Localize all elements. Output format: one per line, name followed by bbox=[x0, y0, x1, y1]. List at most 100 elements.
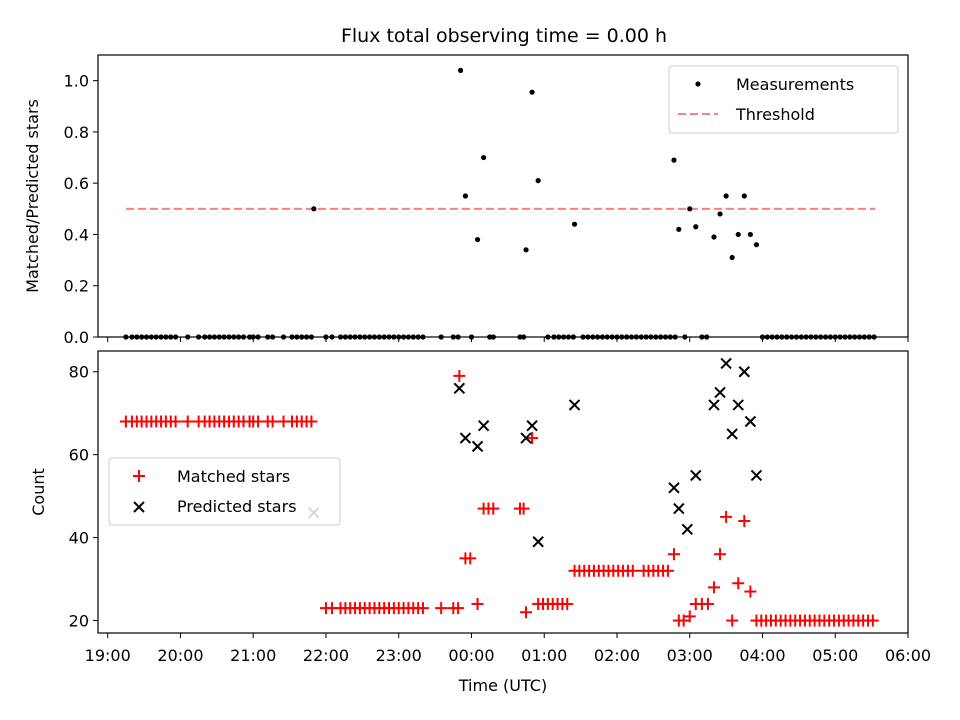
matched-star-point bbox=[452, 602, 465, 615]
top-y-tick-label: 1.0 bbox=[64, 72, 89, 91]
measurement-point bbox=[741, 193, 747, 199]
matched-star-point bbox=[626, 564, 639, 577]
chart-title: Flux total observing time = 0.00 h bbox=[341, 25, 667, 47]
predicted-star-point bbox=[750, 469, 763, 482]
predicted-star-point bbox=[477, 419, 490, 432]
top-x-ticks bbox=[107, 337, 909, 342]
legend-measurements-label: Measurements bbox=[736, 75, 854, 94]
measurement-point bbox=[462, 193, 469, 199]
measurement-point bbox=[693, 224, 699, 230]
legend-matched-label: Matched stars bbox=[177, 467, 290, 486]
bottom-y-tick-label: 20 bbox=[69, 612, 89, 631]
legend-matched-marker bbox=[133, 470, 145, 482]
matched-star-point bbox=[453, 369, 466, 382]
matched-star-point bbox=[720, 510, 733, 523]
predicted-star-point bbox=[738, 366, 751, 378]
matched-star-point bbox=[701, 597, 714, 610]
predicted-star-point bbox=[744, 415, 757, 428]
x-tick-label: 03:00 bbox=[667, 646, 713, 665]
bottom-legend-box bbox=[108, 457, 341, 526]
matched-star-point bbox=[707, 581, 720, 594]
x-axis-label: Time (UTC) bbox=[458, 676, 547, 695]
matched-star-point bbox=[677, 614, 690, 627]
predicted-star-point bbox=[681, 523, 694, 536]
measurement-point bbox=[311, 206, 317, 212]
legend-threshold-label: Threshold bbox=[735, 105, 815, 124]
x-tick-label: 02:00 bbox=[594, 646, 640, 665]
predicted-star-point bbox=[668, 482, 680, 494]
measurement-point bbox=[480, 154, 487, 161]
predicted-star-point bbox=[732, 399, 744, 411]
bottom-y-tick-label: 80 bbox=[69, 363, 89, 382]
bottom-y-ticks: 20 40 60 80 bbox=[69, 363, 98, 631]
matched-star-point bbox=[714, 548, 727, 561]
predicted-star-point bbox=[714, 386, 726, 399]
measurement-point bbox=[711, 234, 717, 240]
bottom-y-tick-label: 40 bbox=[69, 529, 89, 548]
top-y-tick-label: 0.0 bbox=[64, 328, 89, 347]
top-panel: 0.0 0.2 0.4 0.6 0.8 1.0 Matched/Predicted sta… bbox=[23, 54, 909, 347]
measurement-point bbox=[687, 206, 693, 212]
bottom-axes-frame bbox=[97, 350, 909, 634]
x-tick-label: 05:00 bbox=[812, 646, 858, 665]
predicted-star-point bbox=[526, 419, 538, 432]
predicted-star-point bbox=[532, 536, 544, 548]
matched-star-point bbox=[305, 415, 318, 428]
bottom-x-ticks: 19:00 20:00 21:00 22:00 23:00 00:00 01:00 02:00… bbox=[85, 633, 931, 665]
x-tick-label: 01:00 bbox=[521, 646, 567, 665]
measurement-point bbox=[729, 254, 735, 261]
predicted-star-point bbox=[720, 357, 732, 370]
predicted-star-point bbox=[471, 440, 484, 453]
matched-star-point bbox=[520, 606, 533, 619]
legend-predicted-label: Predicted stars bbox=[177, 497, 297, 516]
predicted-star-point bbox=[726, 428, 738, 440]
matched-star-point bbox=[526, 432, 539, 445]
matched-star-point bbox=[181, 415, 194, 428]
measurement-point bbox=[474, 236, 481, 243]
x-tick-label: 21:00 bbox=[230, 646, 276, 665]
x-tick-label: 04:00 bbox=[739, 646, 785, 665]
legend-predicted-marker bbox=[133, 501, 145, 513]
top-y-tick-label: 0.6 bbox=[64, 174, 89, 193]
top-y-tick-label: 0.8 bbox=[64, 123, 89, 142]
predicted-star-point bbox=[568, 399, 581, 411]
x-tick-label: 06:00 bbox=[885, 646, 931, 665]
x-tick-label: 00:00 bbox=[448, 646, 494, 665]
matched-star-point bbox=[416, 602, 429, 615]
measurement-point bbox=[571, 221, 578, 227]
measurement-point bbox=[735, 231, 741, 238]
top-legend: Measurements Threshold bbox=[668, 65, 899, 134]
predicted-star-point bbox=[520, 432, 532, 444]
matched-star-point bbox=[738, 515, 751, 528]
matched-star-point bbox=[866, 614, 879, 627]
bottom-panel: 20 40 60 80 19:00 20:00 21:00 22:00 23:00 00:00 0… bbox=[29, 350, 931, 695]
measurement-point bbox=[523, 247, 529, 253]
measurement-point bbox=[723, 193, 729, 199]
matched-star-point bbox=[683, 610, 696, 623]
measurement-point bbox=[747, 231, 753, 238]
predicted-star-point bbox=[673, 502, 685, 515]
matched-star-point bbox=[487, 502, 500, 515]
top-y-ticks: 0.0 0.2 0.4 0.6 0.8 1.0 bbox=[64, 72, 98, 347]
matched-star-point bbox=[667, 548, 680, 561]
top-legend-box bbox=[668, 65, 899, 134]
matched-star-point bbox=[726, 614, 739, 627]
measurement-point bbox=[457, 67, 464, 73]
measurement-point bbox=[535, 178, 541, 184]
matched-star-point bbox=[744, 585, 757, 598]
legend-measurements-marker bbox=[695, 81, 701, 87]
matched-star-point bbox=[471, 597, 484, 610]
matched-star-point bbox=[517, 502, 530, 515]
predicted-star-point bbox=[459, 432, 472, 444]
measurement-point bbox=[717, 211, 723, 217]
x-tick-label: 19:00 bbox=[85, 646, 131, 665]
predicted-star-point bbox=[453, 382, 466, 395]
matched-star-point bbox=[661, 564, 674, 577]
bottom-legend: Matched stars Predicted stars bbox=[108, 457, 341, 526]
x-tick-label: 23:00 bbox=[376, 646, 422, 665]
matched-star-point bbox=[266, 415, 279, 428]
matched-star-point bbox=[169, 415, 182, 428]
matched-star-point bbox=[732, 577, 745, 590]
matched-star-point bbox=[435, 602, 448, 615]
